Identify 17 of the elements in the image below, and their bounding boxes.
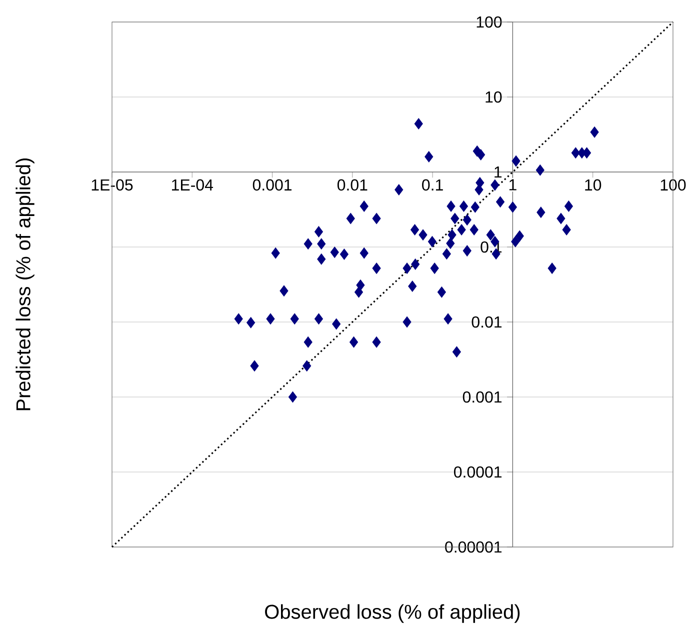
x-tick-label: 1E-04 [172,179,214,191]
x-tick-label: 10 [585,179,602,191]
y-axis-title: Predicted loss (% of applied) [16,158,34,410]
y-tick-label: 0.01 [472,316,502,328]
x-tick-label: 0.001 [252,179,292,191]
x-axis-title: Observed loss (% of applied) [265,604,520,623]
x-tick-label: 1E-05 [92,179,133,191]
x-tick-label: 1 [509,179,516,190]
y-tick-label: 0.001 [462,391,502,403]
y-tick-label: 0.00001 [445,541,502,553]
y-tick-label: 1 [494,166,502,178]
y-tick-label: 0.0001 [454,466,502,478]
x-tick-label: 0.01 [337,179,368,191]
y-tick-label: 100 [476,16,502,28]
x-tick-label: 100 [660,179,686,191]
y-tick-label: 10 [486,91,502,103]
x-tick-label: 0.1 [422,179,443,191]
